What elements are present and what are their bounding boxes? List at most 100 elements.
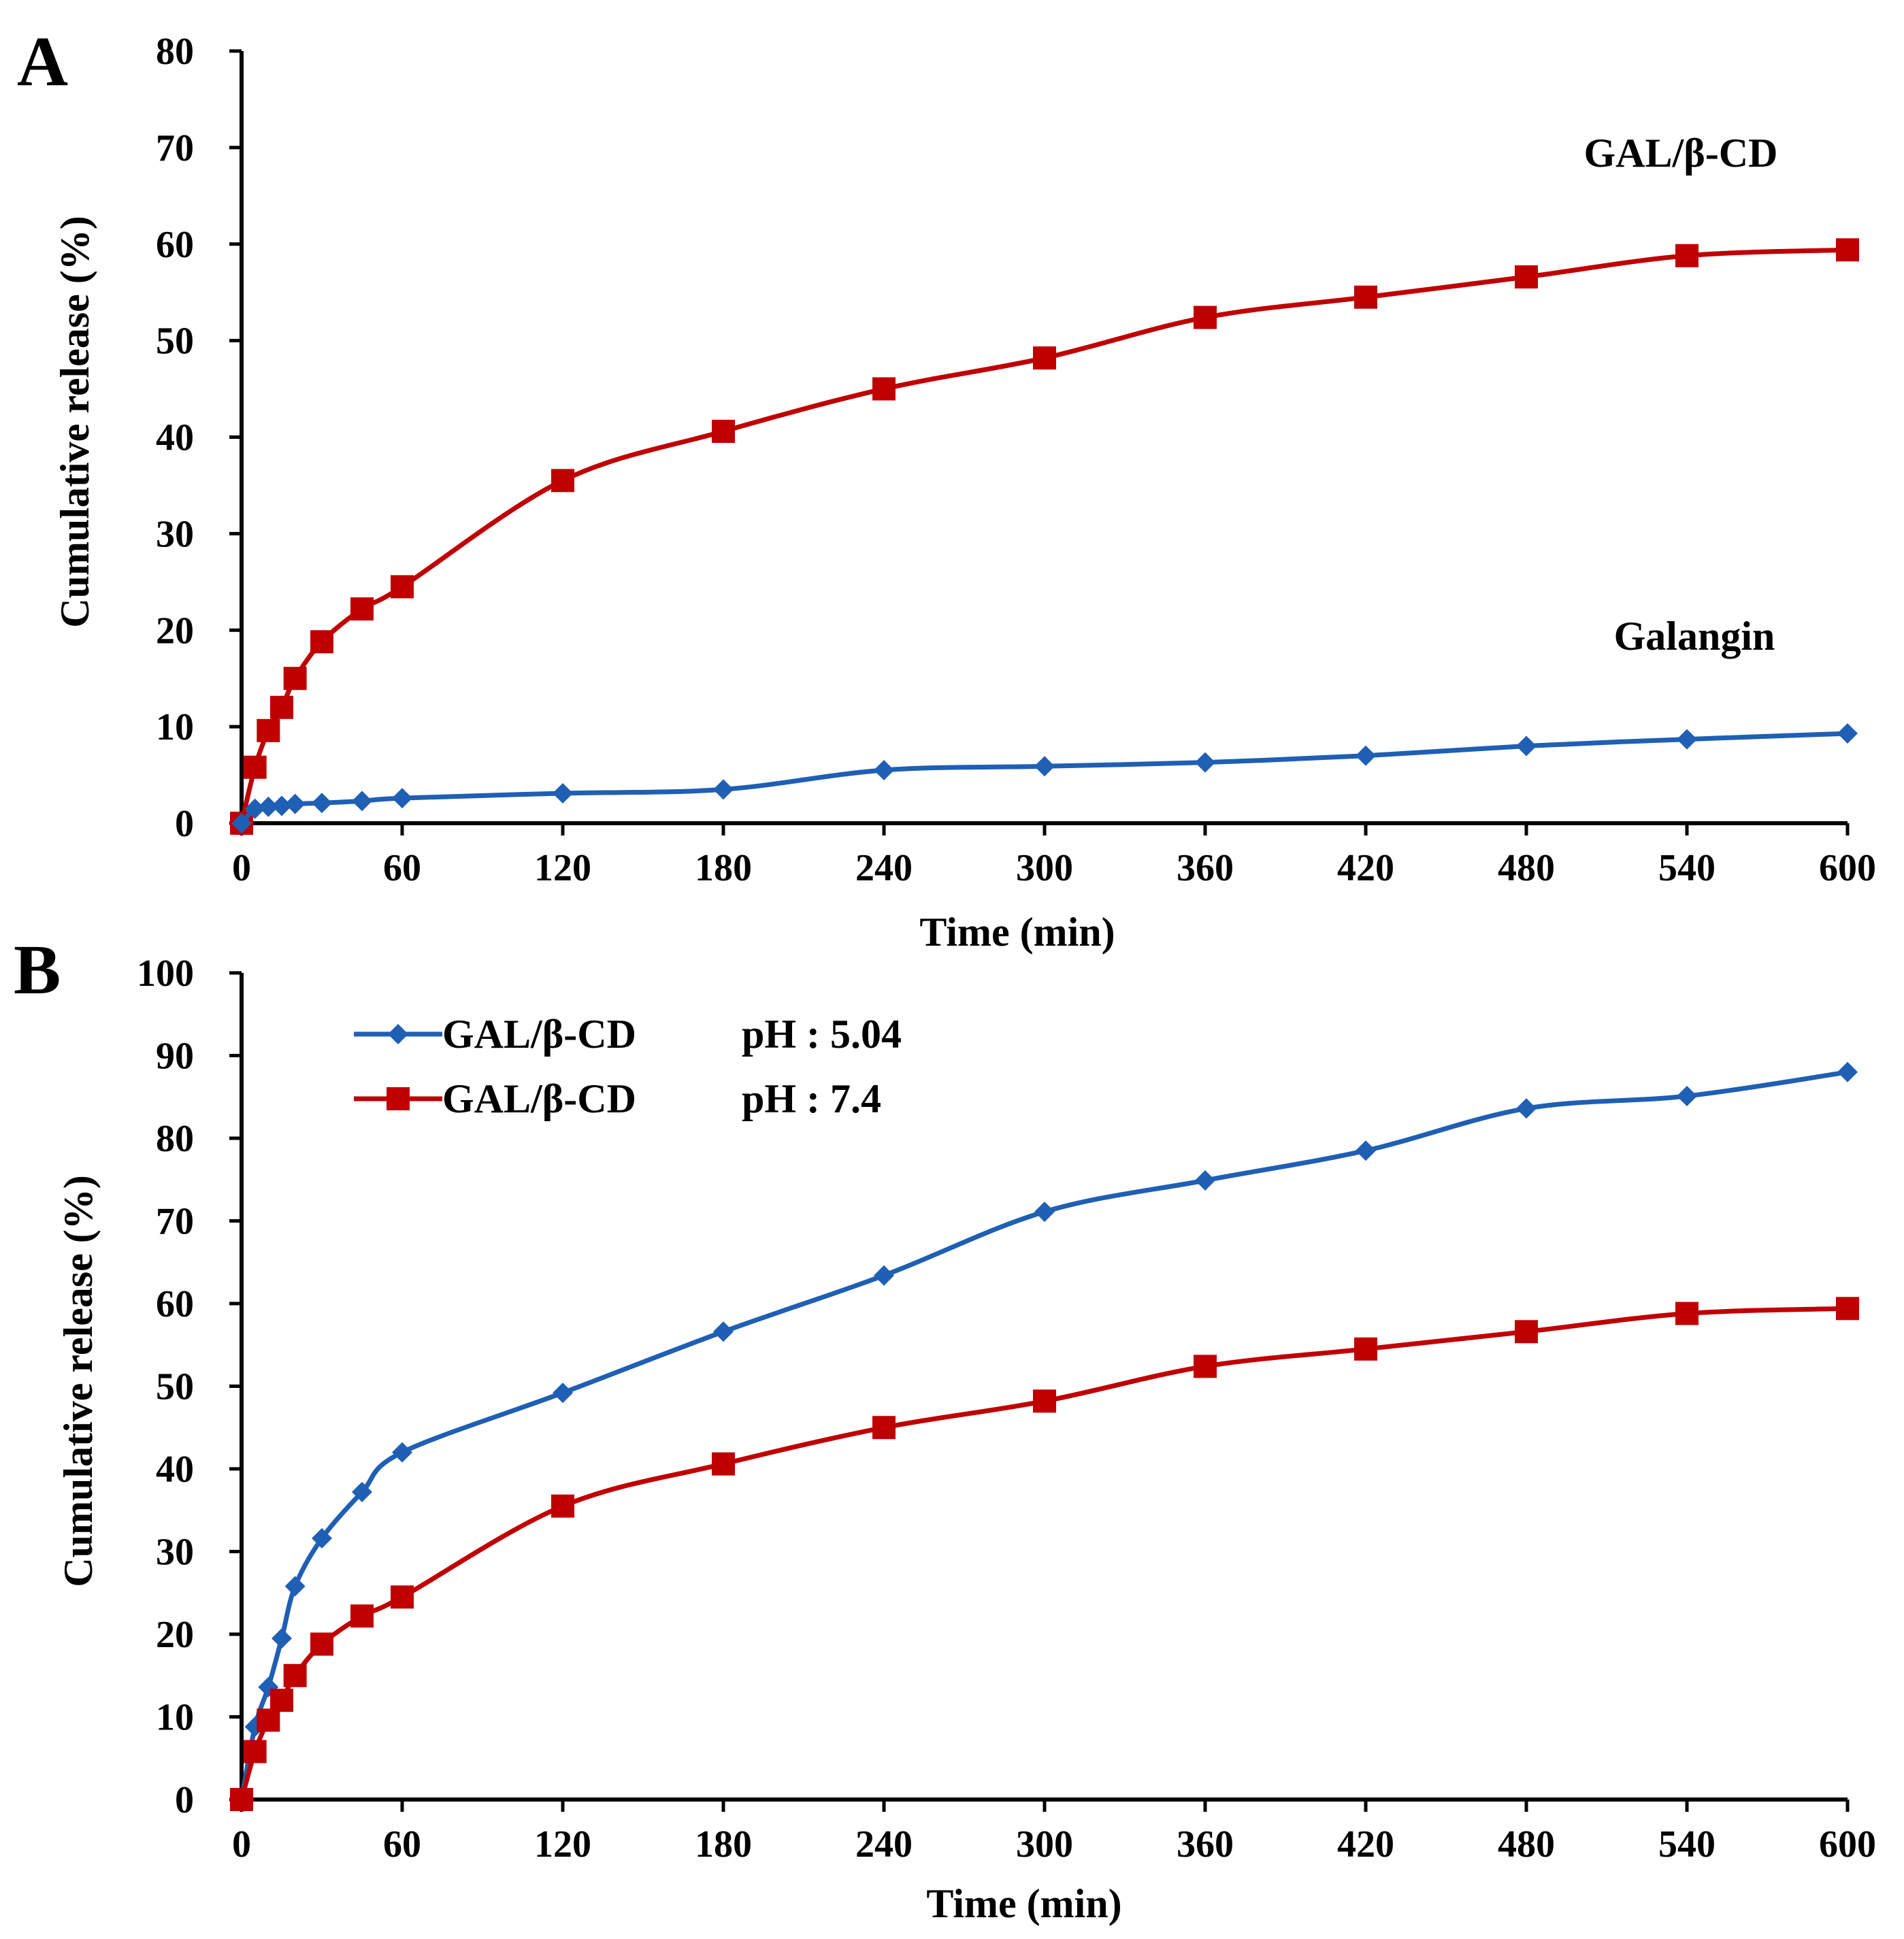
point-a-0-10 — [872, 377, 896, 401]
series-line-b-0 — [239, 1070, 1848, 1800]
point-a-1-5 — [312, 793, 332, 814]
x-tick-label-a-420: 420 — [1337, 847, 1394, 889]
point-a-1-11 — [1034, 756, 1055, 777]
panel-b: B 0 10 20 30 40 50 60 70 80 90 100 0 60 120 180 240 300 36… — [14, 931, 1876, 1926]
series-b-0 — [231, 1061, 1858, 1810]
x-tick-label-b-540: 540 — [1658, 1823, 1716, 1866]
point-a-1-0 — [231, 813, 252, 833]
point-b-1-11 — [1033, 1389, 1056, 1413]
x-axis-title-b: Time (min) — [926, 1881, 1121, 1926]
x-tick-label-a-240: 240 — [855, 847, 913, 889]
point-b-0-5 — [312, 1528, 332, 1549]
y-tick-label-a-30: 30 — [156, 513, 194, 555]
point-b-0-11 — [1034, 1201, 1055, 1223]
point-b-1-1 — [243, 1740, 267, 1763]
y-tick-label-b-50: 50 — [156, 1366, 194, 1408]
y-axis-title-a: Cumulative release (%) — [52, 216, 97, 627]
point-b-0-9 — [713, 1321, 734, 1342]
point-b-1-8 — [551, 1494, 574, 1518]
point-b-1-0 — [230, 1788, 253, 1811]
x-tick-label-a-600: 600 — [1819, 847, 1876, 889]
x-tick-label-b-480: 480 — [1498, 1823, 1555, 1866]
point-a-0-14 — [1515, 265, 1538, 288]
point-a-0-15 — [1675, 244, 1698, 267]
x-tick-label-b-180: 180 — [695, 1823, 752, 1866]
x-tick-label-b-240: 240 — [855, 1823, 913, 1866]
x-tick-label-a-480: 480 — [1498, 847, 1555, 889]
x-tick-label-b-120: 120 — [534, 1823, 591, 1866]
point-a-0-13 — [1354, 285, 1377, 309]
point-b-1-12 — [1194, 1355, 1217, 1378]
point-b-0-4 — [284, 1576, 306, 1597]
point-a-1-16 — [1837, 723, 1858, 744]
x-tick-label-b-300: 300 — [1016, 1823, 1073, 1866]
x-tick-label-a-120: 120 — [534, 847, 591, 889]
point-b-0-15 — [1677, 1086, 1697, 1107]
x-tick-label-a-300: 300 — [1016, 847, 1073, 889]
point-a-0-4 — [283, 667, 307, 691]
legend-ph-b-0: pH : 5.04 — [742, 1012, 902, 1057]
y-tick-label-b-0: 0 — [175, 1779, 194, 1821]
panel-letter-a: A — [17, 22, 68, 101]
point-a-1-4 — [284, 793, 306, 814]
y-axis-title-b: Cumulative release (%) — [56, 1175, 101, 1587]
y-tick-label-b-40: 40 — [156, 1448, 194, 1491]
y-tick-label-a-70: 70 — [156, 127, 194, 169]
point-b-1-5 — [310, 1632, 333, 1656]
y-tick-label-b-90: 90 — [156, 1035, 194, 1078]
legend-label-b-1: GAL/β-CD — [442, 1076, 636, 1121]
point-b-1-9 — [712, 1452, 735, 1476]
series-a-0 — [230, 238, 1859, 835]
legend-ph-b-1: pH : 7.4 — [742, 1076, 881, 1121]
x-tick-label-a-540: 540 — [1658, 847, 1716, 889]
point-b-1-16 — [1836, 1297, 1859, 1321]
legend-marker-b-1 — [387, 1087, 410, 1110]
point-a-1-6 — [352, 791, 372, 812]
point-b-1-4 — [283, 1663, 307, 1687]
x-tick-label-a-180: 180 — [695, 847, 752, 889]
y-tick-label-a-80: 80 — [156, 31, 194, 73]
point-a-0-7 — [391, 575, 414, 599]
point-b-0-3 — [272, 1628, 292, 1649]
point-a-1-8 — [553, 783, 573, 804]
point-a-1-13 — [1356, 745, 1376, 766]
point-a-0-5 — [310, 630, 333, 654]
point-a-1-14 — [1516, 735, 1537, 757]
point-a-0-8 — [551, 469, 574, 493]
point-a-1-2 — [258, 796, 279, 817]
x-tick-label-b-420: 420 — [1337, 1823, 1394, 1866]
x-axis-title-a: Time (min) — [919, 910, 1115, 955]
y-tick-label-a-50: 50 — [156, 320, 194, 363]
series-line-a-1 — [240, 731, 1848, 825]
point-a-1-9 — [713, 779, 734, 800]
series-a-1 — [231, 723, 1858, 833]
annotation-a-1: Galangin — [1614, 614, 1775, 659]
point-a-1-1 — [244, 798, 265, 819]
point-b-1-13 — [1354, 1337, 1377, 1361]
point-b-1-7 — [391, 1585, 414, 1609]
point-b-1-15 — [1675, 1302, 1698, 1325]
series-line-a-0 — [239, 247, 1848, 824]
point-a-1-3 — [272, 795, 292, 816]
point-b-0-7 — [392, 1442, 412, 1463]
x-tick-label-b-600: 600 — [1819, 1823, 1876, 1866]
point-b-1-3 — [270, 1689, 293, 1712]
point-b-0-16 — [1837, 1061, 1858, 1082]
point-a-1-15 — [1677, 729, 1697, 750]
panel-a: A 0 10 20 30 40 50 60 70 80 0 60 120 180 240 300 360 420 4… — [17, 22, 1876, 955]
legend-label-b-0: GAL/β-CD — [442, 1012, 636, 1057]
point-a-0-2 — [257, 718, 280, 742]
y-tick-label-a-40: 40 — [156, 417, 194, 459]
point-b-1-6 — [350, 1604, 374, 1628]
series-b-1 — [230, 1297, 1859, 1811]
x-tick-label-a-0: 0 — [232, 847, 251, 889]
y-tick-label-b-60: 60 — [156, 1283, 194, 1325]
point-b-0-12 — [1195, 1170, 1215, 1191]
panel-letter-b: B — [14, 931, 61, 1009]
y-tick-label-a-0: 0 — [175, 803, 194, 845]
point-a-0-16 — [1836, 238, 1859, 262]
point-b-0-14 — [1516, 1098, 1537, 1119]
point-a-1-10 — [874, 759, 894, 780]
series-line-b-1 — [239, 1306, 1848, 1800]
